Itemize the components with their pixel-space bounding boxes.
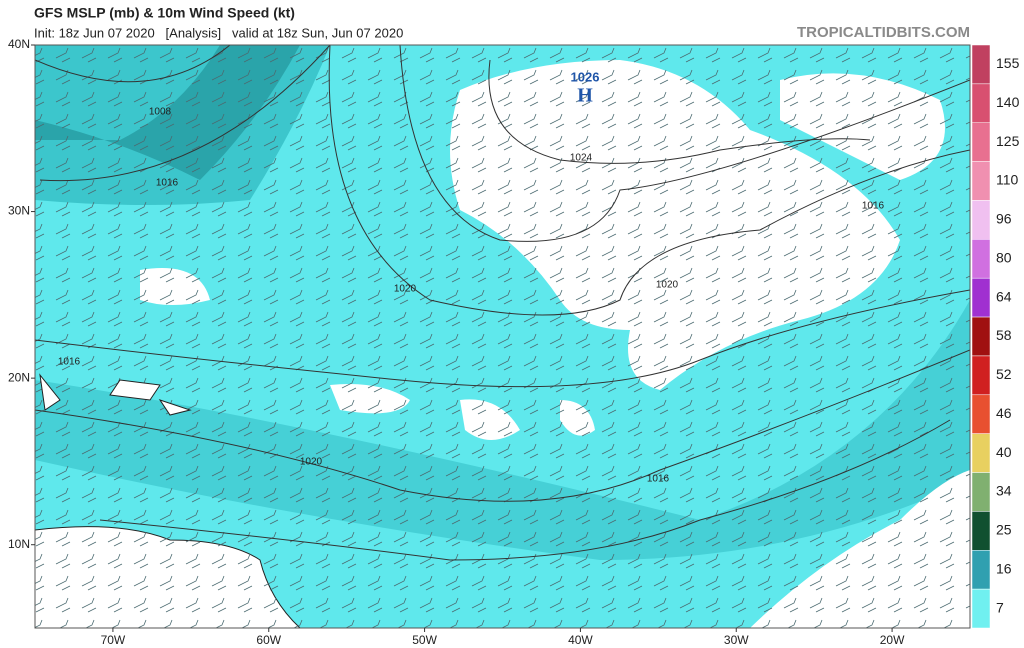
colorbar-segment — [971, 550, 991, 590]
colorbar-label: 16 — [996, 560, 1012, 576]
colorbar-segment — [971, 200, 991, 240]
contour-label: 1016 — [58, 357, 81, 368]
lon-tick-label: 70W — [101, 633, 126, 647]
subtitle: Init: 18z Jun 07 2020 [Analysis] valid a… — [34, 25, 403, 40]
contour-label: 1020 — [656, 280, 679, 291]
colorbar-segment — [971, 511, 991, 551]
colorbar-label: 7 — [996, 599, 1004, 615]
colorbar-segment — [971, 316, 991, 357]
colorbar-label: 80 — [996, 249, 1012, 265]
colorbar-label: 64 — [996, 288, 1012, 304]
contour-label: 1016 — [862, 201, 885, 212]
colorbar-label: 110 — [996, 172, 1019, 188]
high-pressure-value: 1026 — [571, 69, 600, 84]
contour-label: 1020 — [394, 284, 417, 295]
colorbar-label: 96 — [996, 211, 1012, 227]
lat-tick-label: 20N — [8, 370, 30, 384]
colorbar-segment — [971, 239, 991, 279]
title: GFS MSLP (mb) & 10m Wind Speed (kt) — [34, 5, 295, 21]
contour-label: 1016 — [647, 474, 670, 485]
lon-tick-label: 30W — [724, 633, 749, 647]
brand: TROPICALTIDBITS.COM — [797, 24, 970, 41]
colorbar-segment — [971, 161, 991, 201]
colorbar-label: 140 — [996, 94, 1020, 110]
map-field — [35, 45, 970, 628]
colorbar-segment — [971, 122, 991, 162]
colorbar-segment — [971, 588, 991, 629]
colorbar-label: 125 — [996, 133, 1020, 149]
colorbar-segment — [971, 472, 991, 512]
colorbar-segment — [971, 355, 991, 396]
lat-tick-label: 10N — [8, 537, 30, 551]
lon-tick-label: 50W — [412, 633, 437, 647]
colorbar-label: 52 — [996, 366, 1012, 382]
colorbar-segment — [971, 433, 991, 473]
colorbar-label: 46 — [996, 405, 1012, 421]
colorbar-segment — [971, 394, 991, 434]
colorbar-label: 40 — [996, 444, 1012, 460]
colorbar-label: 155 — [996, 55, 1020, 71]
colorbar-segment — [971, 277, 991, 318]
colorbar-label: 34 — [996, 483, 1012, 499]
contour-label: 1016 — [156, 178, 179, 189]
colorbar-segment — [971, 44, 991, 85]
colorbar-label: 25 — [996, 522, 1012, 538]
map-frame — [34, 44, 971, 629]
lon-tick-label: 60W — [256, 633, 281, 647]
lon-tick-label: 20W — [880, 633, 905, 647]
colorbar-label: 58 — [996, 327, 1012, 343]
lat-tick-label: 30N — [8, 204, 30, 218]
contour-label: 1020 — [300, 457, 323, 468]
lon-tick-label: 40W — [568, 633, 593, 647]
lat-tick-label: 40N — [8, 37, 30, 51]
high-marker: H — [577, 85, 593, 107]
contour-label: 1024 — [570, 153, 593, 164]
colorbar-segment — [971, 83, 991, 123]
contour-label: 1008 — [149, 107, 172, 118]
